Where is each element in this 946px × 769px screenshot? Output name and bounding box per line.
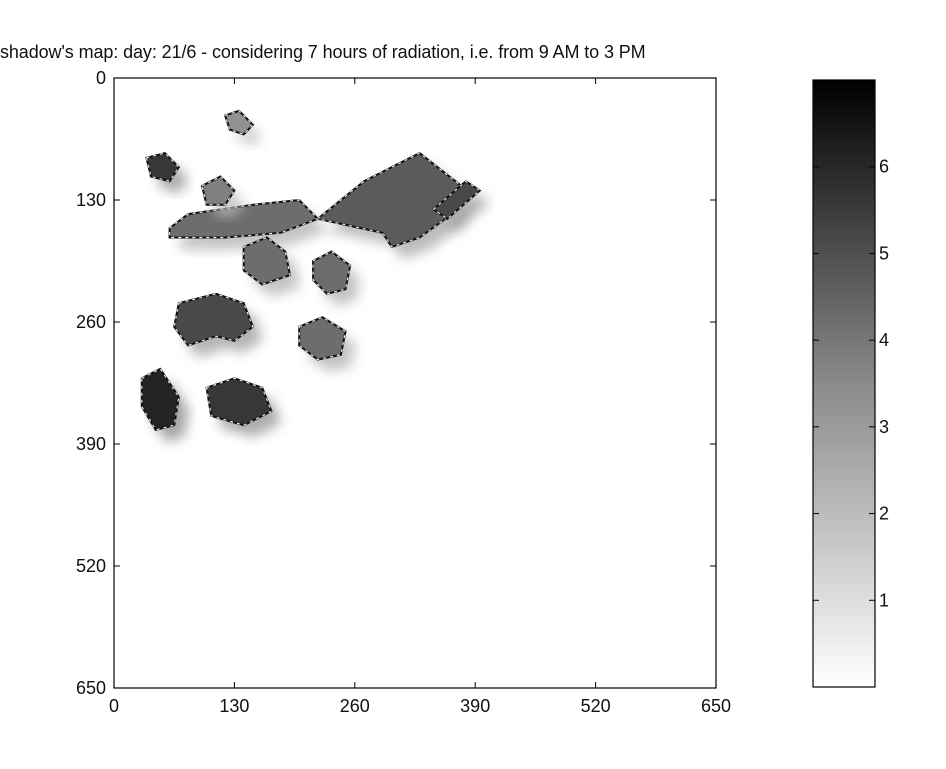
y-tick-label: 0 <box>96 68 106 88</box>
y-tick-label: 130 <box>76 190 106 210</box>
y-tick-label: 260 <box>76 312 106 332</box>
building-footprint <box>298 316 347 361</box>
building-4 <box>173 292 263 358</box>
y-tick-label: 650 <box>76 678 106 698</box>
building-6 <box>140 367 189 442</box>
colorbar-tick-label: 4 <box>879 330 889 350</box>
colorbar-tick-label: 2 <box>879 504 889 524</box>
chart-title: shadow's map: day: 21/6 - considering 7 … <box>0 42 646 62</box>
building-5 <box>242 236 300 297</box>
colorbar-gradient <box>813 80 875 687</box>
building-courtyard-edges <box>201 175 236 206</box>
building-2 <box>431 179 490 231</box>
colorbar-tick-label: 3 <box>879 417 889 437</box>
colorbar-layer: 1 2 3 4 5 6 <box>812 79 889 688</box>
x-tick-label: 520 <box>581 696 611 716</box>
x-tick-label: 130 <box>219 696 249 716</box>
colorbar-tick-label: 6 <box>879 157 889 177</box>
colorbar-tick-label: 1 <box>879 590 889 610</box>
x-tick-label: 260 <box>340 696 370 716</box>
building-courtyard-edges <box>432 180 481 220</box>
colorbar-frame <box>812 79 876 688</box>
y-tick-label: 390 <box>76 434 106 454</box>
building-footprint <box>140 367 180 432</box>
x-tick-label: 0 <box>109 696 119 716</box>
y-tick-label: 520 <box>76 556 106 576</box>
x-tick-label: 650 <box>701 696 731 716</box>
x-tick-label: 390 <box>460 696 490 716</box>
plot-frame <box>113 77 717 689</box>
building-footprint <box>173 292 255 347</box>
building-courtyard-edges <box>243 236 291 286</box>
building-courtyard-edges <box>224 110 254 135</box>
building-courtyard-edges <box>312 250 351 295</box>
plot-layer <box>114 78 716 688</box>
building-3 <box>168 198 328 250</box>
building-courtyard-edges <box>145 152 180 182</box>
building-8 <box>200 175 245 217</box>
building-courtyard-edges <box>169 199 319 239</box>
building-12 <box>223 109 263 147</box>
building-10 <box>298 316 356 372</box>
building-9 <box>145 151 189 194</box>
building-courtyard-edges <box>205 377 273 426</box>
building-7 <box>312 250 361 306</box>
building-11 <box>205 377 282 438</box>
building-shadow <box>443 193 490 231</box>
colorbar-tick-label: 5 <box>879 243 889 263</box>
